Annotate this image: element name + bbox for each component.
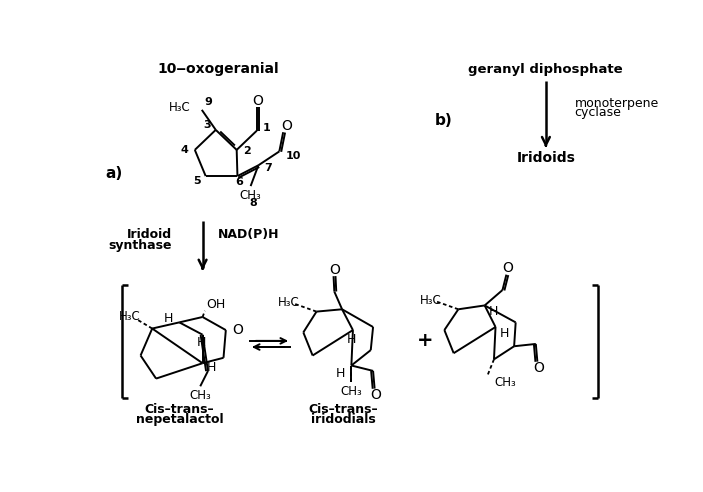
Text: O: O — [503, 261, 513, 276]
Text: O: O — [232, 323, 243, 337]
Text: 5: 5 — [193, 176, 201, 185]
Text: 10‒oxogeranial: 10‒oxogeranial — [157, 62, 279, 76]
Text: b): b) — [434, 113, 452, 128]
Text: O: O — [329, 263, 340, 277]
Text: CH₃: CH₃ — [494, 376, 516, 389]
Text: 10: 10 — [285, 151, 301, 161]
Text: OH: OH — [207, 298, 226, 311]
Text: H: H — [336, 367, 345, 380]
Text: 4: 4 — [181, 145, 188, 155]
Text: geranyl diphosphate: geranyl diphosphate — [467, 62, 622, 76]
Text: CH₃: CH₃ — [189, 389, 211, 402]
Text: 8: 8 — [249, 198, 257, 208]
Text: H: H — [499, 327, 509, 339]
Text: 7: 7 — [264, 163, 272, 173]
Text: CH₃: CH₃ — [240, 189, 262, 202]
Text: Cis–trans–: Cis–trans– — [309, 403, 378, 416]
Text: 3: 3 — [203, 120, 211, 130]
Text: 9: 9 — [204, 97, 212, 107]
Text: nepetalactol: nepetalactol — [136, 413, 223, 426]
Text: H: H — [347, 333, 356, 346]
Text: Iridoids: Iridoids — [517, 151, 575, 165]
Text: 6: 6 — [235, 177, 243, 187]
Text: H₃C: H₃C — [169, 101, 191, 114]
Text: H: H — [207, 361, 216, 373]
Text: a): a) — [105, 165, 122, 181]
Text: O: O — [370, 388, 382, 402]
Text: O: O — [280, 119, 292, 133]
Text: Cis–trans–: Cis–trans– — [145, 403, 214, 416]
Text: cyclase: cyclase — [574, 106, 621, 120]
Text: 2: 2 — [243, 147, 251, 156]
Text: H: H — [489, 305, 498, 318]
Text: 1: 1 — [263, 123, 271, 132]
Text: O: O — [252, 93, 263, 108]
Text: H: H — [196, 336, 206, 349]
Text: H₃C: H₃C — [420, 294, 441, 307]
Text: CH₃: CH₃ — [340, 385, 362, 398]
Text: +: + — [417, 331, 433, 350]
Text: NAD(P)H: NAD(P)H — [218, 228, 280, 241]
Text: synthase: synthase — [108, 239, 172, 252]
Text: iridodials: iridodials — [311, 413, 376, 426]
Text: O: O — [534, 361, 544, 375]
Text: monoterpene: monoterpene — [574, 97, 659, 110]
Text: Iridoid: Iridoid — [127, 228, 172, 241]
Text: H: H — [164, 312, 173, 325]
Text: H₃C: H₃C — [278, 296, 299, 309]
Text: H₃C: H₃C — [119, 310, 141, 324]
